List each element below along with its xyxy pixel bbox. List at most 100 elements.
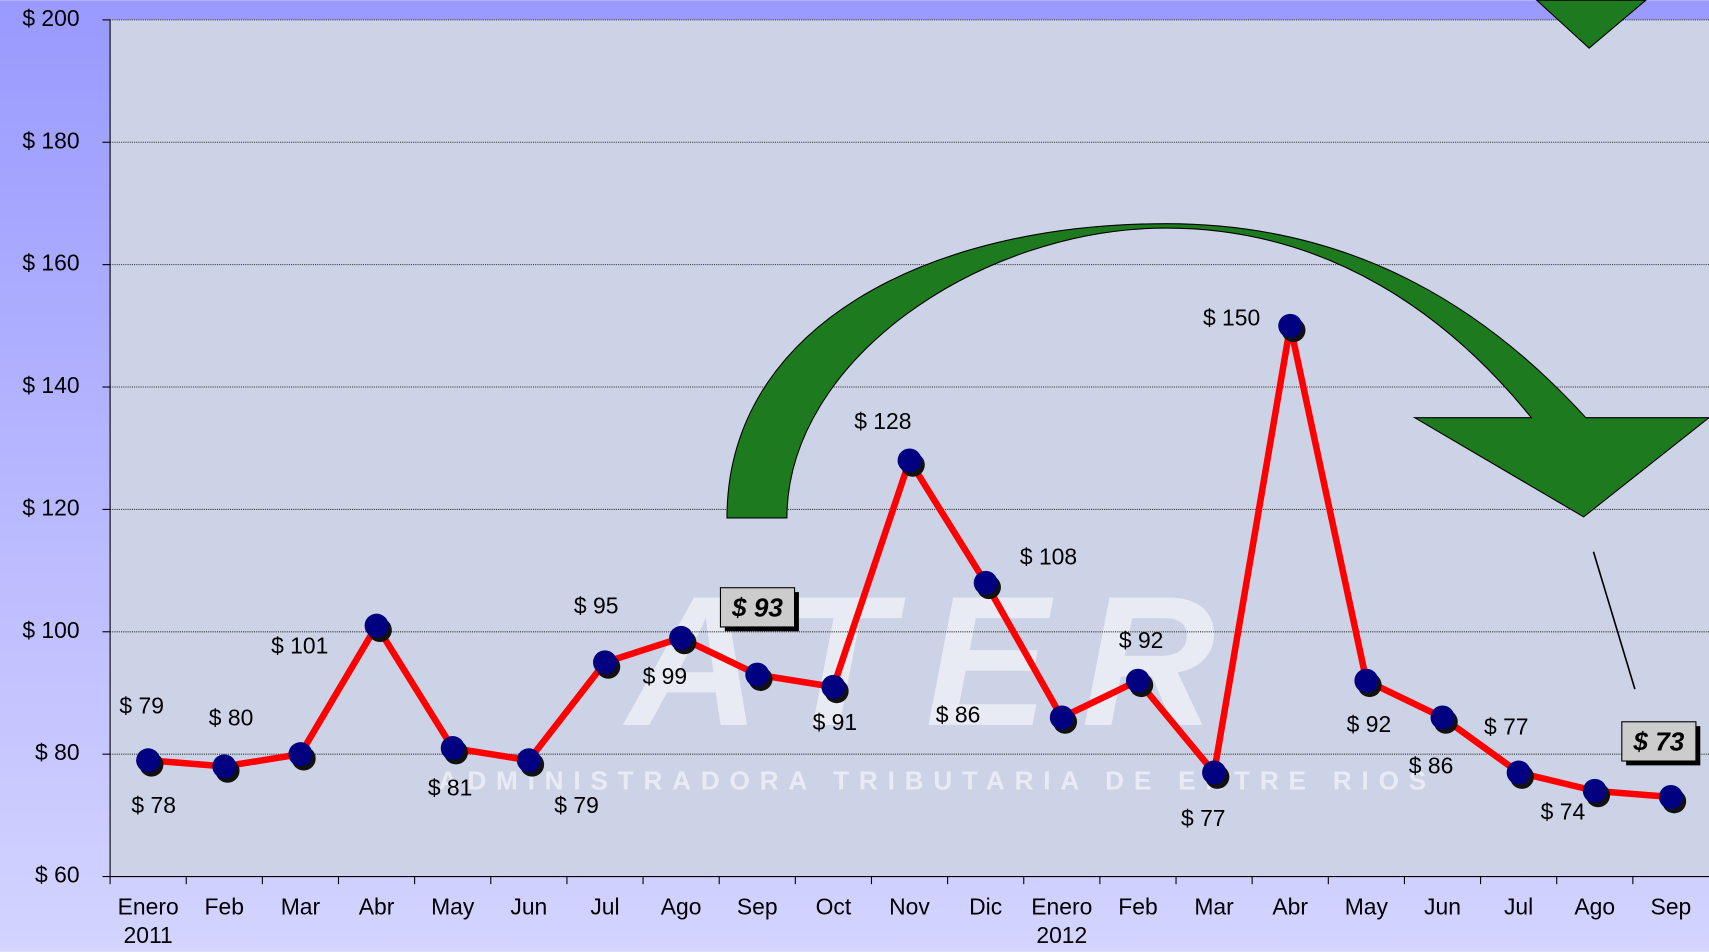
x-tick-label: May (1344, 895, 1388, 921)
x-tick-label-box: Jul (1503, 895, 1534, 921)
x-tick-label-box: May (1344, 895, 1388, 921)
decoration (726, 0, 1709, 690)
data-label: $ 79 (119, 693, 164, 719)
x-tick-label: Jul (590, 895, 620, 921)
x-tick-label: Mar (1194, 895, 1234, 921)
x-tick-label: Ago (1574, 895, 1616, 921)
marker (1658, 785, 1683, 809)
data-label: $ 99 (643, 663, 688, 689)
y-tick-label: $ 100 (22, 617, 79, 643)
y-tick-label: $ 60 (35, 862, 80, 888)
x-tick-label: Feb (1118, 895, 1158, 921)
x-tick-label: Enero 2012 (1031, 895, 1093, 949)
plot-area (110, 19, 1709, 877)
label-box (1621, 721, 1697, 762)
x-tick-label-box: Feb (204, 895, 244, 921)
marker (212, 754, 237, 779)
marker (669, 625, 694, 650)
data-label: $ 95 (574, 592, 619, 618)
x-tick-label: Abr (1272, 895, 1309, 921)
x-tick-label-box: Mar (281, 895, 320, 920)
data-label: $ 92 (1347, 711, 1392, 737)
marker (1430, 705, 1455, 730)
data-label: $ 101 (271, 633, 328, 659)
x-tick-label-box: Jun (1424, 895, 1461, 921)
marker (745, 662, 770, 687)
marker (288, 742, 313, 767)
data-label: $ 79 (554, 792, 599, 818)
x-tick-label-box: Enero 2012 (1031, 895, 1093, 949)
marker (592, 650, 617, 675)
y-tick-label: $ 120 (22, 494, 79, 520)
watermark-logo: ATER (623, 558, 1248, 765)
marker (1278, 313, 1303, 338)
x-tick-label-box: Feb (1118, 895, 1158, 921)
data-label: $ 74 (1541, 798, 1586, 824)
x-tick-label-box: Dic (969, 895, 1003, 921)
data-label: $ 93 (731, 592, 783, 622)
marker (440, 736, 465, 761)
y-tick-label: $ 200 (22, 5, 79, 31)
marker (973, 570, 998, 595)
marker (1049, 705, 1074, 730)
x-tick-label: Jun (1424, 895, 1461, 921)
x-tick-label-box: May (431, 895, 475, 921)
data-label: $ 81 (428, 774, 473, 800)
y-tick-label: $ 80 (35, 739, 80, 765)
x-tick-label: Sep (736, 895, 778, 921)
x-tick-label-box: Oct (815, 895, 852, 921)
x-tick-label-box: Abr (358, 895, 395, 921)
curved-arrow (726, 223, 1709, 519)
marker (1582, 778, 1607, 803)
marker (364, 613, 389, 638)
marker (1354, 668, 1379, 693)
data-label: $ 86 (936, 701, 981, 727)
x-tick-label-box: Ago (660, 895, 702, 921)
y-tick-label: $ 140 (22, 372, 79, 398)
x-tick-label-box: Sep (1650, 895, 1692, 921)
y-tick-label: $ 160 (22, 250, 79, 276)
x-tick-label-box: Jun (510, 895, 548, 921)
data-label: $ 78 (131, 792, 176, 818)
x-tick-label: May (431, 895, 475, 921)
x-tick-label-box: Mar (1194, 895, 1234, 921)
data-label: $ 128 (854, 408, 911, 434)
x-tick-label: Sep (1650, 895, 1692, 921)
data-label: $ 92 (1119, 627, 1164, 653)
marker (1506, 760, 1531, 785)
x-tick-label: Ago (660, 895, 702, 921)
data-label: $ 108 (1020, 543, 1077, 569)
data-label: $ 86 (1409, 753, 1454, 779)
x-tick-label-box: Sep (736, 895, 778, 921)
data-label: $ 80 (209, 705, 254, 731)
x-tick-label: Jul (1503, 895, 1534, 921)
marker (516, 748, 541, 773)
marker (821, 674, 846, 699)
arrow-head (1535, 0, 1647, 49)
x-tick-label-box: Enero 2011 (118, 895, 179, 948)
x-tick-label: Jun (510, 895, 548, 921)
pointer-line (1592, 551, 1636, 690)
x-tick-label: Abr (358, 895, 395, 921)
marker (897, 448, 922, 473)
marker (1125, 668, 1150, 693)
watermark-subtitle: ADMINISTRADORA TRIBUTARIA DE ENTRE RIOS (439, 766, 1436, 796)
marker (136, 748, 161, 773)
x-tick-label-box: Ago (1574, 895, 1616, 921)
data-label: $ 150 (1203, 305, 1260, 331)
data-label: $ 77 (1181, 805, 1226, 831)
x-tick-label: Oct (815, 895, 852, 921)
label-box (719, 587, 796, 628)
data-label: $ 77 (1484, 713, 1529, 739)
x-tick-label: Nov (889, 895, 930, 921)
x-tick-label-box: Nov (889, 895, 930, 921)
marker (1202, 760, 1227, 785)
x-tick-label: Dic (969, 895, 1003, 921)
x-tick-label-box: Jul (590, 895, 620, 921)
y-tick-label: $ 180 (22, 127, 79, 153)
data-label: $ 73 (1632, 726, 1684, 756)
x-tick-label-box: Abr (1272, 895, 1309, 921)
data-label: $ 91 (813, 709, 858, 735)
x-tick-label: Feb (204, 895, 244, 921)
